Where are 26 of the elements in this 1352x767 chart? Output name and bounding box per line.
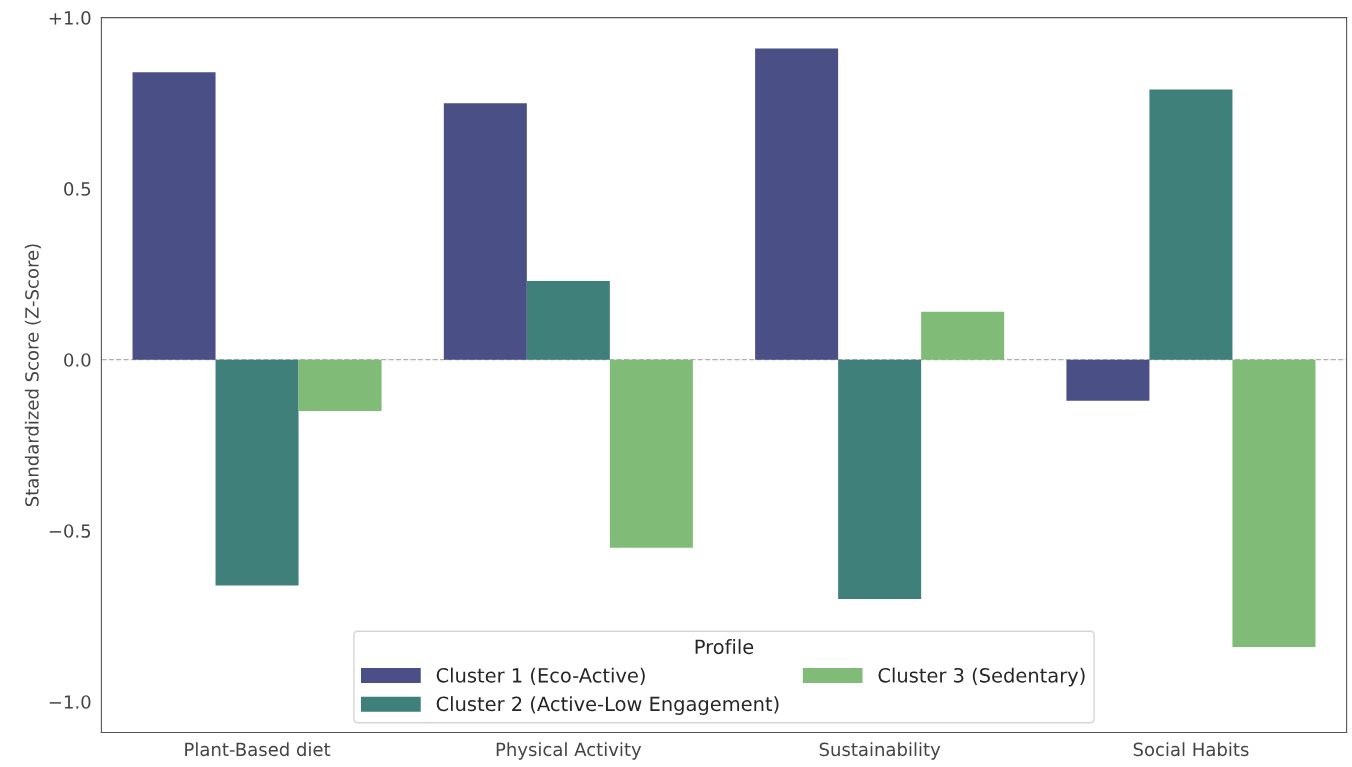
x-tick-label: Plant-Based diet <box>185 742 331 757</box>
bar <box>1066 359 1150 401</box>
legend-label: Cluster 1 (Eco-Active) <box>436 667 645 685</box>
bar <box>215 359 299 586</box>
bar <box>1232 359 1316 647</box>
bar <box>298 359 382 411</box>
legend-label: Cluster 3 (Sedentary) <box>878 667 1085 687</box>
bar <box>838 359 922 600</box>
x-tick-label: Physical Activity <box>496 742 642 760</box>
legend-title: Profile <box>695 639 754 655</box>
bar <box>921 311 1005 360</box>
legend-label: Cluster 2 (Active-Low Engagement) <box>436 696 779 715</box>
y-tick-label: 0.5 <box>64 182 91 196</box>
bar <box>526 281 610 360</box>
y-tick-label: −1.0 <box>49 695 91 709</box>
x-tick-label: Social Habits <box>1133 742 1249 757</box>
bar <box>443 103 527 360</box>
y-axis-title: Standardized Score (Z-Score) <box>24 244 41 507</box>
bar <box>609 359 693 548</box>
bar <box>1149 89 1233 360</box>
bar <box>755 48 839 360</box>
y-tick-label: +1.0 <box>49 11 91 25</box>
x-tick-label: Sustainability <box>819 742 941 760</box>
bar <box>132 72 216 360</box>
y-tick-label: 0.0 <box>64 353 91 367</box>
y-tick-label: −0.5 <box>49 524 91 538</box>
